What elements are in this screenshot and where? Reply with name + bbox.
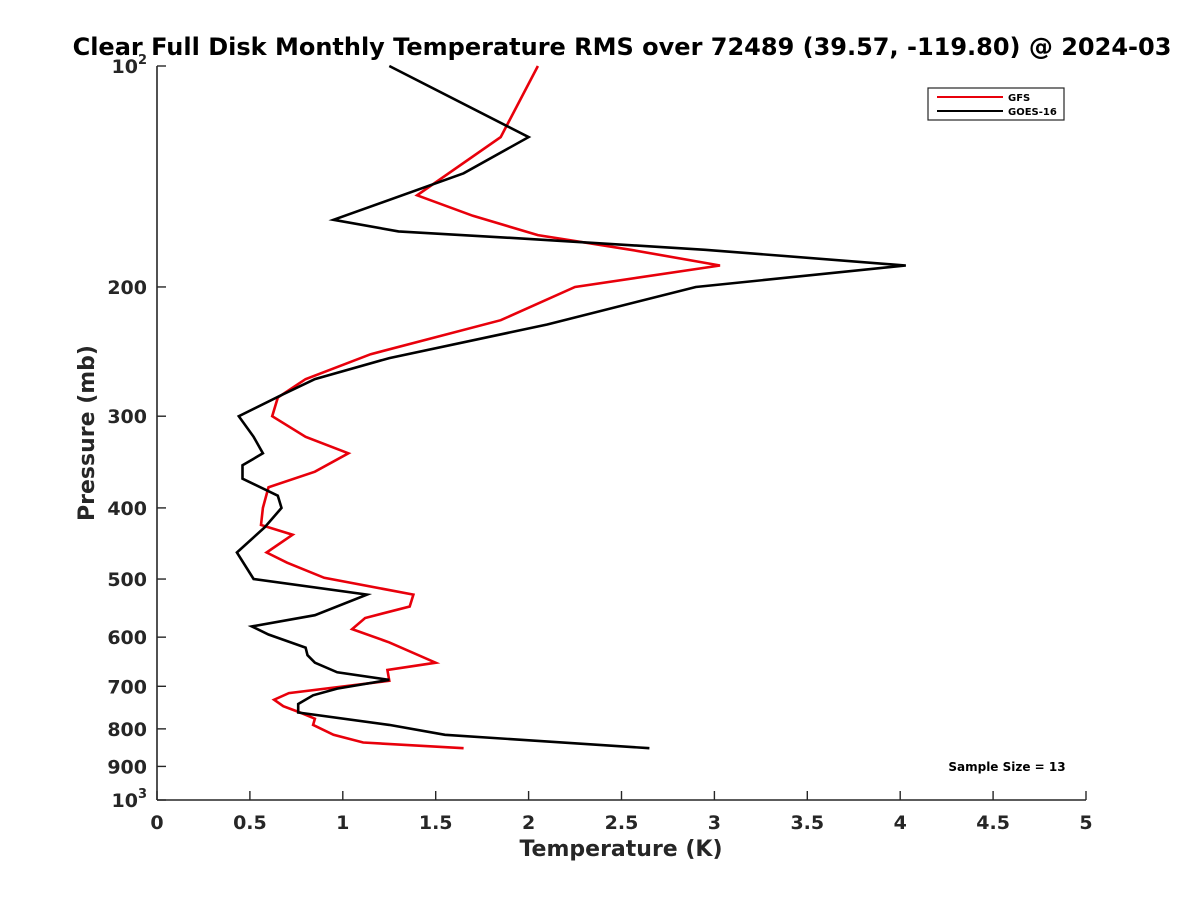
y-tick-label: 103 bbox=[112, 787, 148, 812]
y-tick-label: 500 bbox=[107, 569, 147, 591]
series-line-gfs bbox=[259, 65, 721, 750]
x-axis-label: Temperature (K) bbox=[519, 837, 722, 862]
x-ticks: 0 0.5 1 1.5 2 2.5 3 3.5 4 4.5 5 bbox=[150, 791, 1093, 834]
y-axis-label: Pressure (mb) bbox=[75, 345, 100, 521]
y-tick-label: 800 bbox=[107, 719, 147, 741]
x-tick-label: 2 bbox=[522, 812, 535, 834]
series-line-goes16 bbox=[235, 64, 906, 750]
x-tick-label: 1 bbox=[336, 812, 349, 834]
legend-box bbox=[927, 87, 1065, 121]
series-layer bbox=[235, 64, 906, 750]
x-tick-label: 4 bbox=[894, 812, 907, 834]
sample-size-annotation: Sample Size = 13 bbox=[948, 760, 1065, 774]
x-tick-label: 3 bbox=[708, 812, 721, 834]
y-tick-label: 200 bbox=[107, 277, 147, 299]
x-tick-label: 1.5 bbox=[419, 812, 453, 834]
x-tick-label: 3.5 bbox=[790, 812, 824, 834]
x-tick-label: 0.5 bbox=[233, 812, 267, 834]
y-tick-label: 700 bbox=[107, 676, 147, 698]
y-tick-label: 600 bbox=[107, 627, 147, 649]
x-tick-label: 2.5 bbox=[605, 812, 639, 834]
legend: GFS GOES-16 bbox=[927, 87, 1065, 121]
x-tick-label: 4.5 bbox=[976, 812, 1010, 834]
chart-title: Clear Full Disk Monthly Temperature RMS … bbox=[73, 33, 1172, 61]
y-tick-label: 300 bbox=[107, 406, 147, 428]
legend-label-goes16: GOES-16 bbox=[1008, 107, 1057, 118]
y-tick-label: 900 bbox=[107, 756, 147, 778]
x-tick-label: 5 bbox=[1079, 812, 1092, 834]
legend-label-gfs: GFS bbox=[1008, 93, 1030, 104]
y-tick-label: 400 bbox=[107, 498, 147, 520]
x-tick-label: 0 bbox=[150, 812, 163, 834]
